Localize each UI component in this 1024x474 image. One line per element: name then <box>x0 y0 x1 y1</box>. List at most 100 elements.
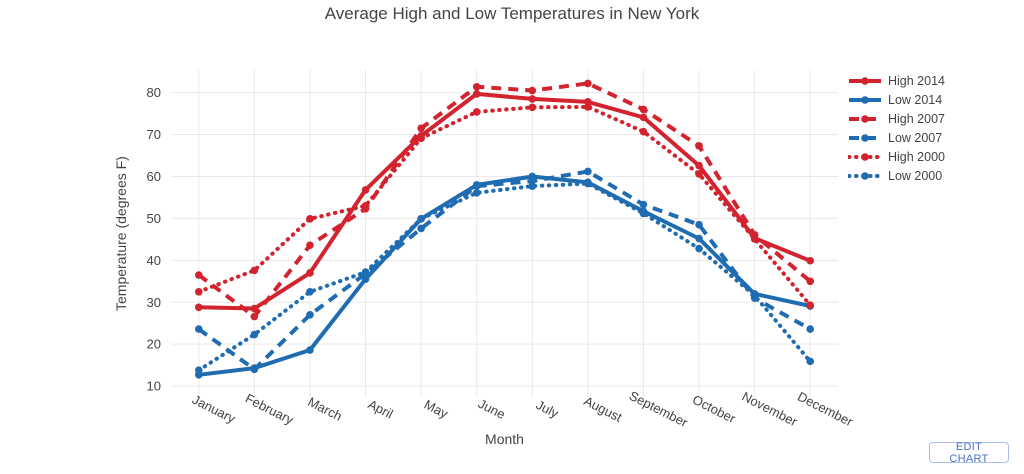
series-line-high-2007[interactable] <box>197 81 812 319</box>
data-point <box>194 325 203 333</box>
data-point <box>472 189 481 197</box>
legend-marker <box>861 133 869 142</box>
series-line-high-2014[interactable] <box>198 91 811 311</box>
data-point <box>194 271 203 279</box>
data-point <box>250 266 259 275</box>
edit-chart-button[interactable]: EDIT CHART <box>929 441 1009 465</box>
data-point <box>306 241 314 250</box>
y-tick-label: 30 <box>147 295 161 310</box>
legend-sample-line <box>849 133 881 142</box>
data-point <box>695 142 703 150</box>
legend-sample-line <box>848 152 882 161</box>
data-point <box>472 108 481 116</box>
data-point <box>250 365 259 374</box>
legend-sample-line <box>849 95 881 104</box>
legend-label: Low 2014 <box>888 92 943 107</box>
data-point <box>306 269 314 277</box>
data-point <box>584 179 592 188</box>
data-point <box>417 134 425 143</box>
data-point <box>584 79 592 88</box>
data-point <box>250 304 259 313</box>
data-point <box>806 256 815 265</box>
legend-label: High 2014 <box>888 73 945 88</box>
x-tick-label: February <box>243 390 297 427</box>
x-tick-label: April <box>366 396 396 421</box>
data-point <box>806 301 815 309</box>
legend-item-high-2007[interactable]: High 2007 <box>848 109 945 128</box>
data-point <box>639 200 648 209</box>
legend-item-low-2000[interactable]: Low 2000 <box>848 166 945 185</box>
data-point <box>695 170 703 178</box>
legend-label: Low 2007 <box>888 130 943 145</box>
data-point <box>806 277 815 286</box>
data-point <box>417 124 425 133</box>
x-tick-label: December <box>795 389 856 430</box>
data-point <box>306 215 314 223</box>
data-point <box>528 95 537 103</box>
data-point <box>695 161 703 170</box>
data-point <box>250 312 259 321</box>
y-tick-label: 20 <box>147 337 161 352</box>
legend-item-high-2014[interactable]: High 2014 <box>848 71 945 90</box>
x-tick-label: October <box>690 392 739 427</box>
data-point <box>306 311 314 319</box>
legend-marker <box>861 152 869 161</box>
x-tick-label: March <box>306 394 345 424</box>
data-point <box>472 182 481 190</box>
legend-sample-line <box>849 114 881 123</box>
x-axis-title: Month <box>485 431 524 447</box>
x-tick-label: June <box>476 396 508 422</box>
x-tick-label: September <box>627 388 691 431</box>
data-point <box>194 287 203 296</box>
y-tick-label: 70 <box>147 127 161 142</box>
y-tick-label: 10 <box>147 379 161 394</box>
legend-label: High 2007 <box>888 111 945 126</box>
series-line-low-2014[interactable] <box>198 174 811 377</box>
x-tick-label: May <box>422 397 451 422</box>
legend-sample-line <box>848 171 882 180</box>
data-point <box>194 366 203 374</box>
chart-title: Average High and Low Temperatures in New… <box>324 4 700 23</box>
data-point <box>472 90 481 98</box>
x-tick-label: July <box>534 397 562 421</box>
data-point <box>806 357 815 366</box>
data-point <box>584 167 592 176</box>
y-tick-label: 80 <box>147 85 161 100</box>
data-point <box>806 325 815 333</box>
data-point <box>417 215 425 223</box>
y-tick-label: 50 <box>147 211 161 226</box>
legend-item-low-2014[interactable]: Low 2014 <box>848 90 945 109</box>
data-point <box>472 82 481 91</box>
legend-label: High 2000 <box>888 149 945 164</box>
series-line-high-2000[interactable] <box>196 104 813 308</box>
data-point <box>639 105 648 114</box>
data-point <box>250 330 259 339</box>
series-line-low-2000[interactable] <box>196 181 813 373</box>
x-tick-label: August <box>581 393 624 425</box>
data-point <box>695 220 703 229</box>
x-tick-label: November <box>740 389 801 430</box>
data-point <box>584 103 592 111</box>
legend-label: Low 2000 <box>888 168 943 183</box>
data-point <box>695 244 703 253</box>
y-tick-label: 40 <box>147 253 161 268</box>
data-point <box>695 234 703 243</box>
data-point <box>750 235 759 243</box>
data-point <box>528 182 537 190</box>
data-point <box>361 268 370 276</box>
legend-marker <box>861 171 869 180</box>
data-point <box>750 291 759 300</box>
legend-item-high-2000[interactable]: High 2000 <box>848 147 945 166</box>
legend-sample-line <box>849 76 881 85</box>
data-point <box>194 303 203 312</box>
y-tick-label: 60 <box>147 169 161 184</box>
data-point <box>361 186 370 194</box>
x-tick-label: January <box>190 392 238 427</box>
data-point <box>528 103 537 112</box>
data-point <box>639 209 648 218</box>
legend-marker <box>861 114 869 123</box>
data-point <box>306 287 314 296</box>
legend-item-low-2007[interactable]: Low 2007 <box>848 128 945 147</box>
